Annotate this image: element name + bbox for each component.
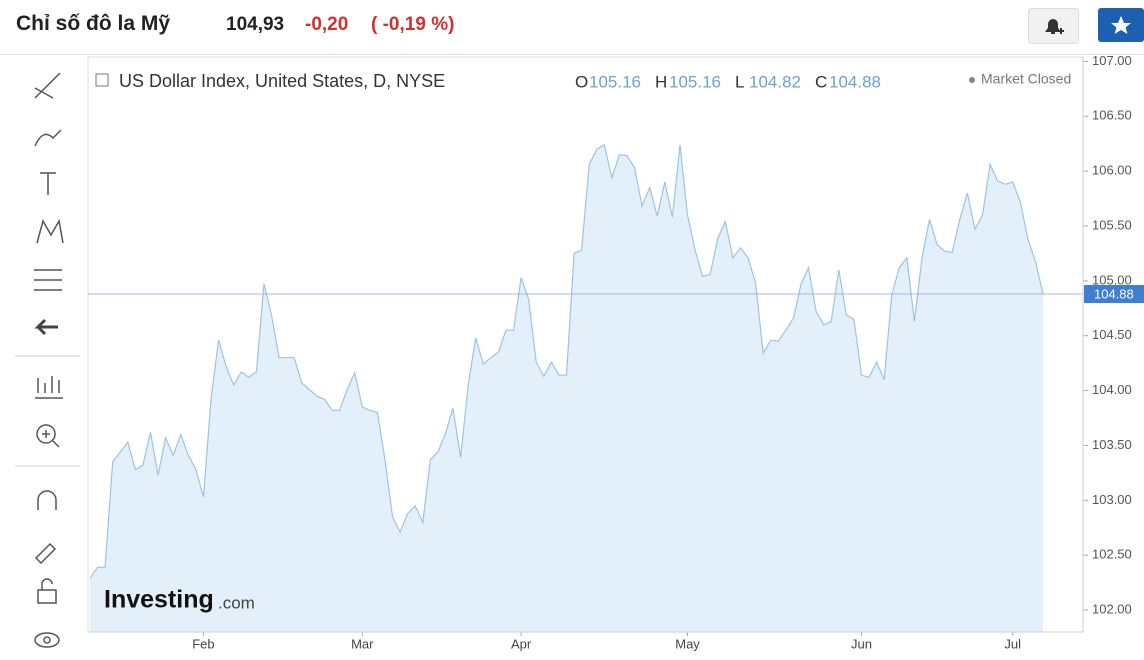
header: Chỉ số đô la Mỹ 104,93 -0,20 ( -0,19 %) — [0, 0, 1144, 55]
ohlc-key: L — [735, 72, 744, 91]
ohlc-key: H — [655, 72, 667, 91]
tool-zoom[interactable] — [36, 424, 56, 444]
tool-unlock[interactable] — [37, 589, 57, 604]
x-tick-label: Jul — [1004, 636, 1021, 651]
change-pct: ( -0,19 %) — [371, 14, 455, 35]
line — [89, 143, 1044, 579]
y-tick-label: 102.00 — [1092, 601, 1132, 616]
x-tick-label: Apr — [511, 636, 532, 651]
y-tick-label: 107.00 — [1092, 53, 1132, 68]
y-tick-label: 103.00 — [1092, 492, 1132, 507]
tool-lock-draw[interactable] — [34, 542, 57, 565]
collapse-icon — [95, 73, 109, 87]
y-tick-label: 102.50 — [1092, 547, 1132, 562]
y-tick-label: 105.50 — [1092, 217, 1132, 232]
tool-lines[interactable] — [34, 72, 61, 99]
tool-bars[interactable] — [35, 376, 63, 399]
tool-magnet[interactable] — [37, 490, 57, 510]
alert-button[interactable] — [1028, 8, 1079, 44]
tool-pattern[interactable] — [36, 218, 64, 244]
watermark-brand: Investing — [104, 586, 214, 614]
legend-name: US Dollar Index, United States, D, NYSE — [119, 71, 445, 91]
tool-eye[interactable] — [34, 632, 60, 648]
plot-border — [87, 56, 1084, 633]
bell-icon — [1045, 19, 1064, 34]
last-price-label: 104.88 — [1094, 286, 1134, 301]
tool-back[interactable] — [34, 318, 58, 336]
watchlist-button[interactable] — [1098, 8, 1144, 42]
watermark-suffix: .com — [218, 593, 255, 612]
status-dot — [969, 77, 975, 83]
ohlc-value: 104.82 — [749, 72, 801, 91]
x-tick-label: May — [675, 636, 700, 651]
y-tick-label: 104.00 — [1092, 382, 1132, 397]
title: Chỉ số đô la Mỹ — [16, 12, 171, 35]
ohlc-value: 104.88 — [829, 72, 881, 91]
x-tick-label: Mar — [351, 636, 374, 651]
x-tick-label: Jun — [851, 636, 872, 651]
tool-fib[interactable] — [34, 269, 62, 291]
ohlc-value: 105.16 — [589, 72, 641, 91]
market-status: Market Closed — [981, 71, 1071, 87]
change: -0,20 — [305, 14, 349, 35]
star-icon — [1111, 16, 1131, 34]
ohlc-key: C — [815, 72, 827, 91]
y-tick-label: 104.50 — [1092, 327, 1132, 342]
price: 104,93 — [226, 14, 285, 35]
x-tick-label: Feb — [192, 636, 214, 651]
y-tick-label: 105.00 — [1092, 272, 1132, 287]
tool-text[interactable] — [40, 172, 56, 195]
ohlc-value: 105.16 — [669, 72, 721, 91]
ohlc-key: O — [575, 72, 588, 91]
tool-brush[interactable] — [34, 129, 62, 147]
y-tick-label: 106.50 — [1092, 108, 1132, 123]
last-price-box — [1084, 285, 1144, 304]
toolbar — [15, 72, 80, 648]
area-fill — [90, 144, 1043, 633]
y-tick-label: 106.00 — [1092, 163, 1132, 178]
y-tick-label: 103.50 — [1092, 437, 1132, 452]
